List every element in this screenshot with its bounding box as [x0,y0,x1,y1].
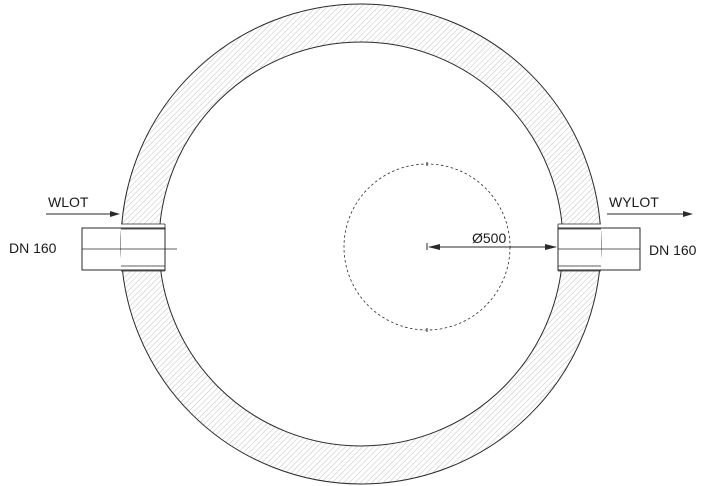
outlet-pipe [557,223,641,272]
diameter-dimension [426,243,557,250]
inner-diameter-label: Ø500 [472,230,506,246]
outlet-pipe-size-label: DN 160 [649,242,697,258]
inlet-label: WLOT [48,194,89,210]
inlet-pipe [81,223,177,272]
inlet-arrow [46,211,120,217]
manhole-wall-ring [121,4,601,484]
outlet-arrow [607,211,693,217]
inlet-pipe-size-label: DN 160 [9,240,57,256]
outlet-label: WYLOT [609,194,659,210]
